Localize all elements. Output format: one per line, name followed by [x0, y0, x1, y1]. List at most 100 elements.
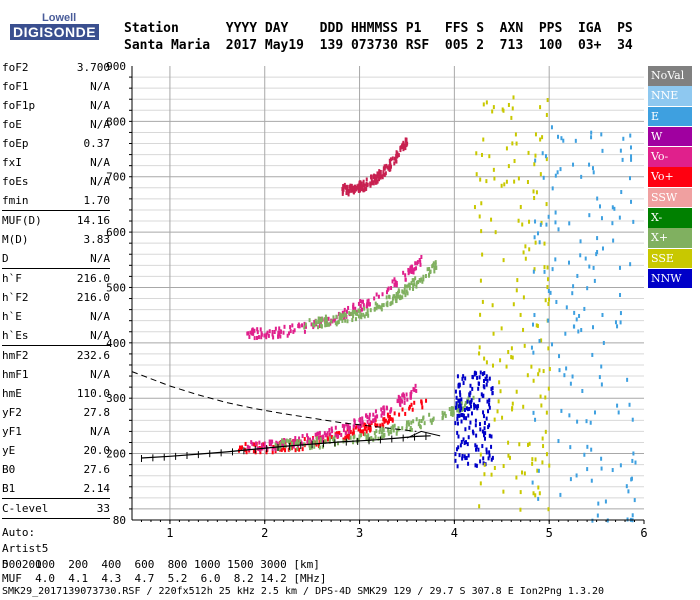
- legend-nnw: NNW: [648, 268, 692, 289]
- legend-vo: Vo-: [648, 147, 692, 167]
- echo-point: [494, 230, 497, 235]
- echo-point: [545, 202, 548, 207]
- echo-point: [490, 387, 493, 392]
- echo-point: [538, 368, 541, 373]
- echo-point: [444, 413, 447, 418]
- echo-point: [503, 182, 506, 187]
- legend-w: W: [648, 126, 692, 147]
- echo-point: [428, 412, 431, 417]
- trace-profile-line: [141, 435, 431, 459]
- echo-point: [521, 470, 524, 475]
- echo-point: [376, 414, 379, 419]
- echo-point: [346, 319, 349, 324]
- echo-point: [601, 246, 604, 251]
- param-value: 1.70: [83, 194, 111, 207]
- echo-point: [559, 492, 562, 497]
- echo-point: [291, 323, 294, 328]
- echo-point: [362, 299, 365, 304]
- echo-point: [430, 420, 433, 425]
- echo-point: [341, 187, 344, 192]
- auto-line: Artist5: [2, 542, 49, 555]
- echo-point: [285, 438, 288, 443]
- echo-point: [347, 426, 350, 431]
- echo-point: [492, 331, 495, 336]
- echo-point: [596, 196, 599, 201]
- echo-point: [580, 328, 583, 333]
- echo-point: [241, 445, 244, 450]
- echo-point: [289, 329, 292, 334]
- echo-point: [370, 181, 373, 186]
- echo-point: [393, 277, 396, 282]
- echo-point: [491, 303, 494, 308]
- param-label: fmin: [2, 194, 29, 207]
- echo-point: [365, 312, 368, 317]
- echo-point: [477, 447, 480, 452]
- echo-point: [539, 222, 542, 227]
- echo-point: [365, 424, 368, 429]
- param-fxi: fxI N/A: [2, 153, 110, 172]
- echo-point: [482, 137, 485, 142]
- echo-point: [401, 393, 404, 398]
- y-tick-label: 300: [106, 392, 126, 405]
- echo-point: [352, 435, 355, 440]
- echo-point: [541, 436, 544, 441]
- echo-point: [385, 163, 388, 168]
- auto-line: Auto:: [2, 526, 36, 539]
- echo-point: [473, 405, 476, 410]
- echo-point: [571, 291, 574, 296]
- echo-point: [528, 219, 531, 224]
- echo-point: [544, 429, 547, 434]
- legend-e: E: [648, 106, 692, 127]
- param-value: N/A: [90, 252, 110, 265]
- echo-point: [347, 305, 350, 310]
- echo-point: [523, 471, 526, 476]
- echo-point: [534, 417, 537, 422]
- echo-point: [537, 372, 540, 377]
- echo-point: [547, 301, 550, 306]
- echo-point: [456, 430, 459, 435]
- echo-point: [292, 329, 295, 334]
- param-label: h`Es: [2, 329, 29, 342]
- echo-point: [289, 438, 292, 443]
- echo-point: [379, 175, 382, 180]
- echo-point: [319, 321, 322, 326]
- echo-point: [320, 318, 323, 323]
- echo-point: [459, 393, 462, 398]
- echo-point: [479, 427, 482, 432]
- echo-point: [399, 294, 402, 299]
- muf-distance-footer: D 100 200 400 600 800 1000 1500 3000 [km…: [2, 558, 327, 586]
- param-value: 0.37: [83, 137, 111, 150]
- param-label: foF2: [2, 61, 29, 74]
- echo-point: [416, 261, 419, 266]
- param-fof1: foF1 N/A: [2, 77, 110, 96]
- echo-point: [548, 463, 551, 468]
- echo-point: [540, 403, 543, 408]
- echo-point: [588, 162, 591, 167]
- echo-point: [303, 321, 306, 326]
- echo-point: [324, 439, 327, 444]
- echo-point: [360, 429, 363, 434]
- echo-point: [479, 452, 482, 457]
- echo-point: [395, 282, 398, 287]
- echo-point: [434, 260, 437, 265]
- echo-point: [362, 431, 365, 436]
- echo-point: [349, 435, 352, 440]
- echo-point: [403, 143, 406, 148]
- echo-point: [454, 421, 457, 426]
- echo-point: [278, 330, 281, 335]
- echo-point: [502, 258, 505, 263]
- echo-point: [378, 304, 381, 309]
- echo-point: [401, 142, 404, 147]
- echo-point: [478, 504, 481, 509]
- echo-point: [590, 135, 593, 140]
- echo-point: [414, 261, 417, 266]
- echo-point: [558, 368, 561, 373]
- echo-point: [475, 371, 478, 376]
- echo-point: [490, 434, 493, 439]
- echo-point: [454, 405, 457, 410]
- echo-point: [408, 269, 411, 274]
- echo-point: [289, 325, 292, 330]
- echo-point: [386, 287, 389, 292]
- echo-point: [478, 375, 481, 380]
- echo-point: [372, 412, 375, 417]
